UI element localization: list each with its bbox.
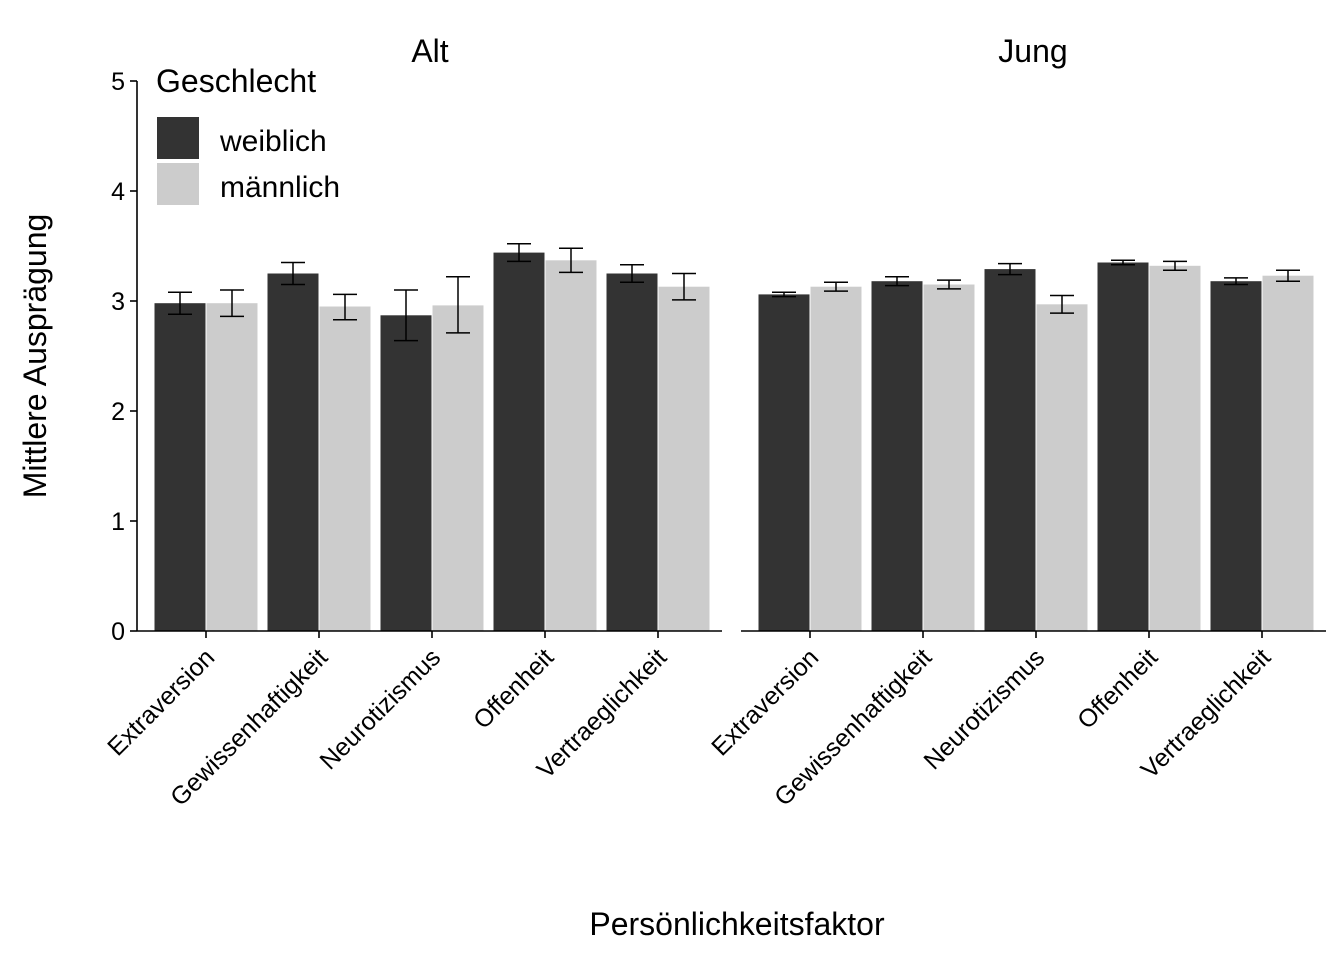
bar-alt-weiblich-neurotizismus [380, 315, 432, 631]
x-tick-label-jung-extraversion: Extraversion [706, 643, 824, 761]
x-tick-label-alt-extraversion: Extraversion [102, 643, 220, 761]
facet-title-alt: Alt [411, 33, 448, 69]
errorbar-alt-maennlich-vertraeglichkeit [672, 272, 696, 301]
y-tick-label-3: 3 [111, 288, 125, 316]
errorbar-alt-weiblich-neurotizismus [394, 289, 418, 342]
legend-title: Geschlecht [156, 63, 316, 99]
facet-title-jung: Jung [998, 33, 1067, 69]
errorbar-jung-maennlich-gewissenhaftigkeit [937, 279, 961, 290]
errorbar-jung-maennlich-offenheit [1163, 260, 1187, 271]
errorbar-jung-weiblich-offenheit [1111, 259, 1135, 266]
bar-alt-weiblich-offenheit [493, 252, 545, 631]
legend-swatch-maennlich [157, 163, 199, 205]
x-tick-label-alt-neurotizismus: Neurotizismus [314, 643, 446, 775]
errorbar-jung-weiblich-gewissenhaftigkeit [885, 276, 909, 287]
errorbar-alt-weiblich-extraversion [168, 291, 192, 315]
bar-jung-weiblich-offenheit [1097, 262, 1149, 631]
bar-jung-maennlich-neurotizismus [1036, 304, 1088, 631]
errorbar-jung-maennlich-extraversion [824, 281, 848, 292]
x-axis-title: Persönlichkeitsfaktor [589, 906, 885, 942]
errorbar-jung-maennlich-vertraeglichkeit [1276, 269, 1300, 282]
bar-jung-maennlich-offenheit [1149, 265, 1201, 631]
bar-alt-weiblich-gewissenhaftigkeit [267, 273, 319, 631]
errorbar-alt-weiblich-gewissenhaftigkeit [281, 261, 305, 286]
y-tick-label-0: 0 [111, 618, 125, 646]
y-tick-label-1: 1 [111, 508, 125, 536]
x-tick-label-jung-offenheit: Offenheit [1072, 643, 1163, 734]
bar-jung-weiblich-extraversion [758, 294, 810, 631]
legend: Geschlecht weiblich männlich [156, 63, 340, 205]
bar-alt-maennlich-extraversion [206, 303, 258, 631]
bar-alt-maennlich-neurotizismus [432, 305, 484, 631]
bar-jung-maennlich-vertraeglichkeit [1262, 275, 1314, 631]
bar-jung-maennlich-extraversion [810, 286, 862, 631]
x-tick-label-alt-offenheit: Offenheit [468, 643, 559, 734]
bar-alt-weiblich-vertraeglichkeit [606, 273, 658, 631]
errorbar-alt-maennlich-gewissenhaftigkeit [333, 293, 357, 321]
errorbar-jung-weiblich-extraversion [772, 291, 796, 298]
bar-alt-maennlich-offenheit [545, 260, 597, 631]
bar-alt-maennlich-gewissenhaftigkeit [319, 306, 371, 631]
legend-swatch-weiblich [157, 117, 199, 159]
errorbar-jung-weiblich-vertraeglichkeit [1224, 277, 1248, 286]
x-tick-label-jung-neurotizismus: Neurotizismus [918, 643, 1050, 775]
y-tick-label-2: 2 [111, 398, 125, 426]
panel-jung: JungExtraversionGewissenhaftigkeitNeurot… [706, 33, 1326, 812]
bar-alt-weiblich-extraversion [154, 303, 206, 631]
errorbar-alt-maennlich-extraversion [220, 289, 244, 318]
errorbar-jung-maennlich-neurotizismus [1050, 294, 1074, 314]
legend-label-maennlich: männlich [220, 171, 340, 204]
y-tick-label-4: 4 [111, 178, 125, 206]
legend-label-weiblich: weiblich [219, 125, 327, 158]
errorbar-alt-maennlich-neurotizismus [446, 276, 470, 334]
y-axis-title: Mittlere Ausprägung [17, 214, 53, 499]
bar-jung-maennlich-gewissenhaftigkeit [923, 284, 975, 631]
bar-alt-maennlich-vertraeglichkeit [658, 286, 710, 631]
bar-jung-weiblich-neurotizismus [984, 269, 1036, 631]
y-tick-label-5: 5 [111, 68, 125, 96]
y-axis: 0 1 2 3 4 5 [111, 68, 138, 646]
errorbar-alt-maennlich-offenheit [559, 247, 583, 274]
bar-jung-weiblich-gewissenhaftigkeit [871, 281, 923, 631]
bar-jung-weiblich-vertraeglichkeit [1210, 281, 1262, 631]
errorbar-alt-weiblich-offenheit [507, 243, 531, 263]
errorbar-alt-weiblich-vertraeglichkeit [620, 263, 644, 284]
errorbar-jung-weiblich-neurotizismus [998, 262, 1022, 276]
